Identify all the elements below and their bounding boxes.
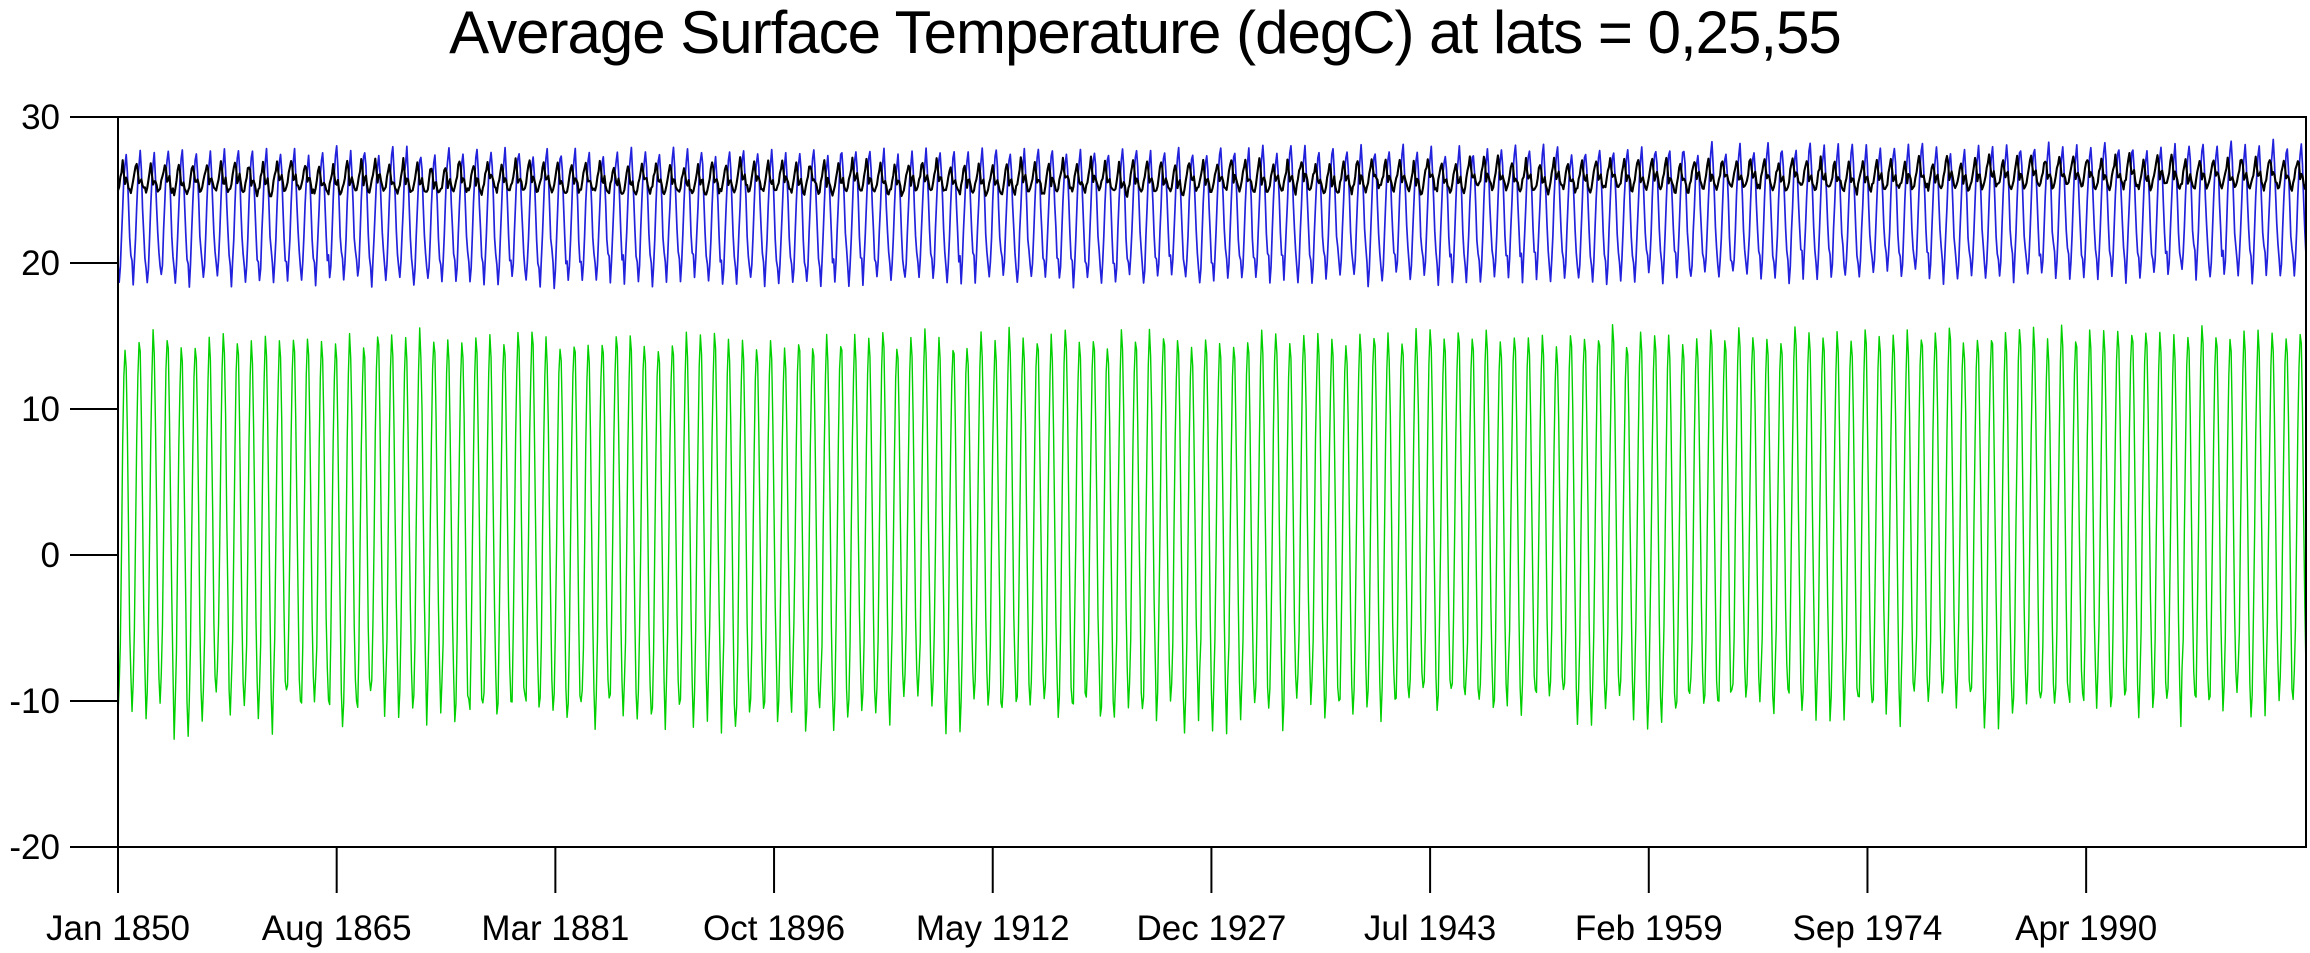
x-axis-tick-label: May 1912 bbox=[916, 909, 1070, 948]
series-line-lat-55 bbox=[117, 324, 2307, 740]
x-axis-tick-label: Dec 1927 bbox=[1137, 909, 1287, 948]
plot-border bbox=[117, 116, 2307, 848]
y-axis-tick-label: -10 bbox=[9, 682, 60, 721]
x-axis-tick-label: Oct 1896 bbox=[703, 909, 845, 948]
series-line-lat-25 bbox=[117, 138, 2307, 290]
x-axis-tick-label: Jan 1850 bbox=[46, 909, 190, 948]
x-axis-tick-label: Jul 1943 bbox=[1364, 909, 1496, 948]
y-axis-tick-label: -20 bbox=[9, 828, 60, 867]
x-axis-tick-label: Aug 1865 bbox=[262, 909, 412, 948]
chart-title: Average Surface Temperature (degC) at la… bbox=[449, 0, 1842, 66]
y-axis-tick-label: 0 bbox=[41, 536, 60, 575]
y-axis-tick-label: 10 bbox=[21, 390, 60, 429]
series-line-lat-0 bbox=[116, 152, 2308, 198]
y-axis-tick-label: 30 bbox=[21, 98, 60, 137]
x-axis-tick-label: Sep 1974 bbox=[1793, 909, 1943, 948]
y-axis-tick-label: 20 bbox=[21, 244, 60, 283]
x-axis-tick-label: Feb 1959 bbox=[1575, 909, 1723, 948]
x-axis-tick-label: Apr 1990 bbox=[2015, 909, 2157, 948]
x-axis-tick-label: Mar 1881 bbox=[481, 909, 629, 948]
